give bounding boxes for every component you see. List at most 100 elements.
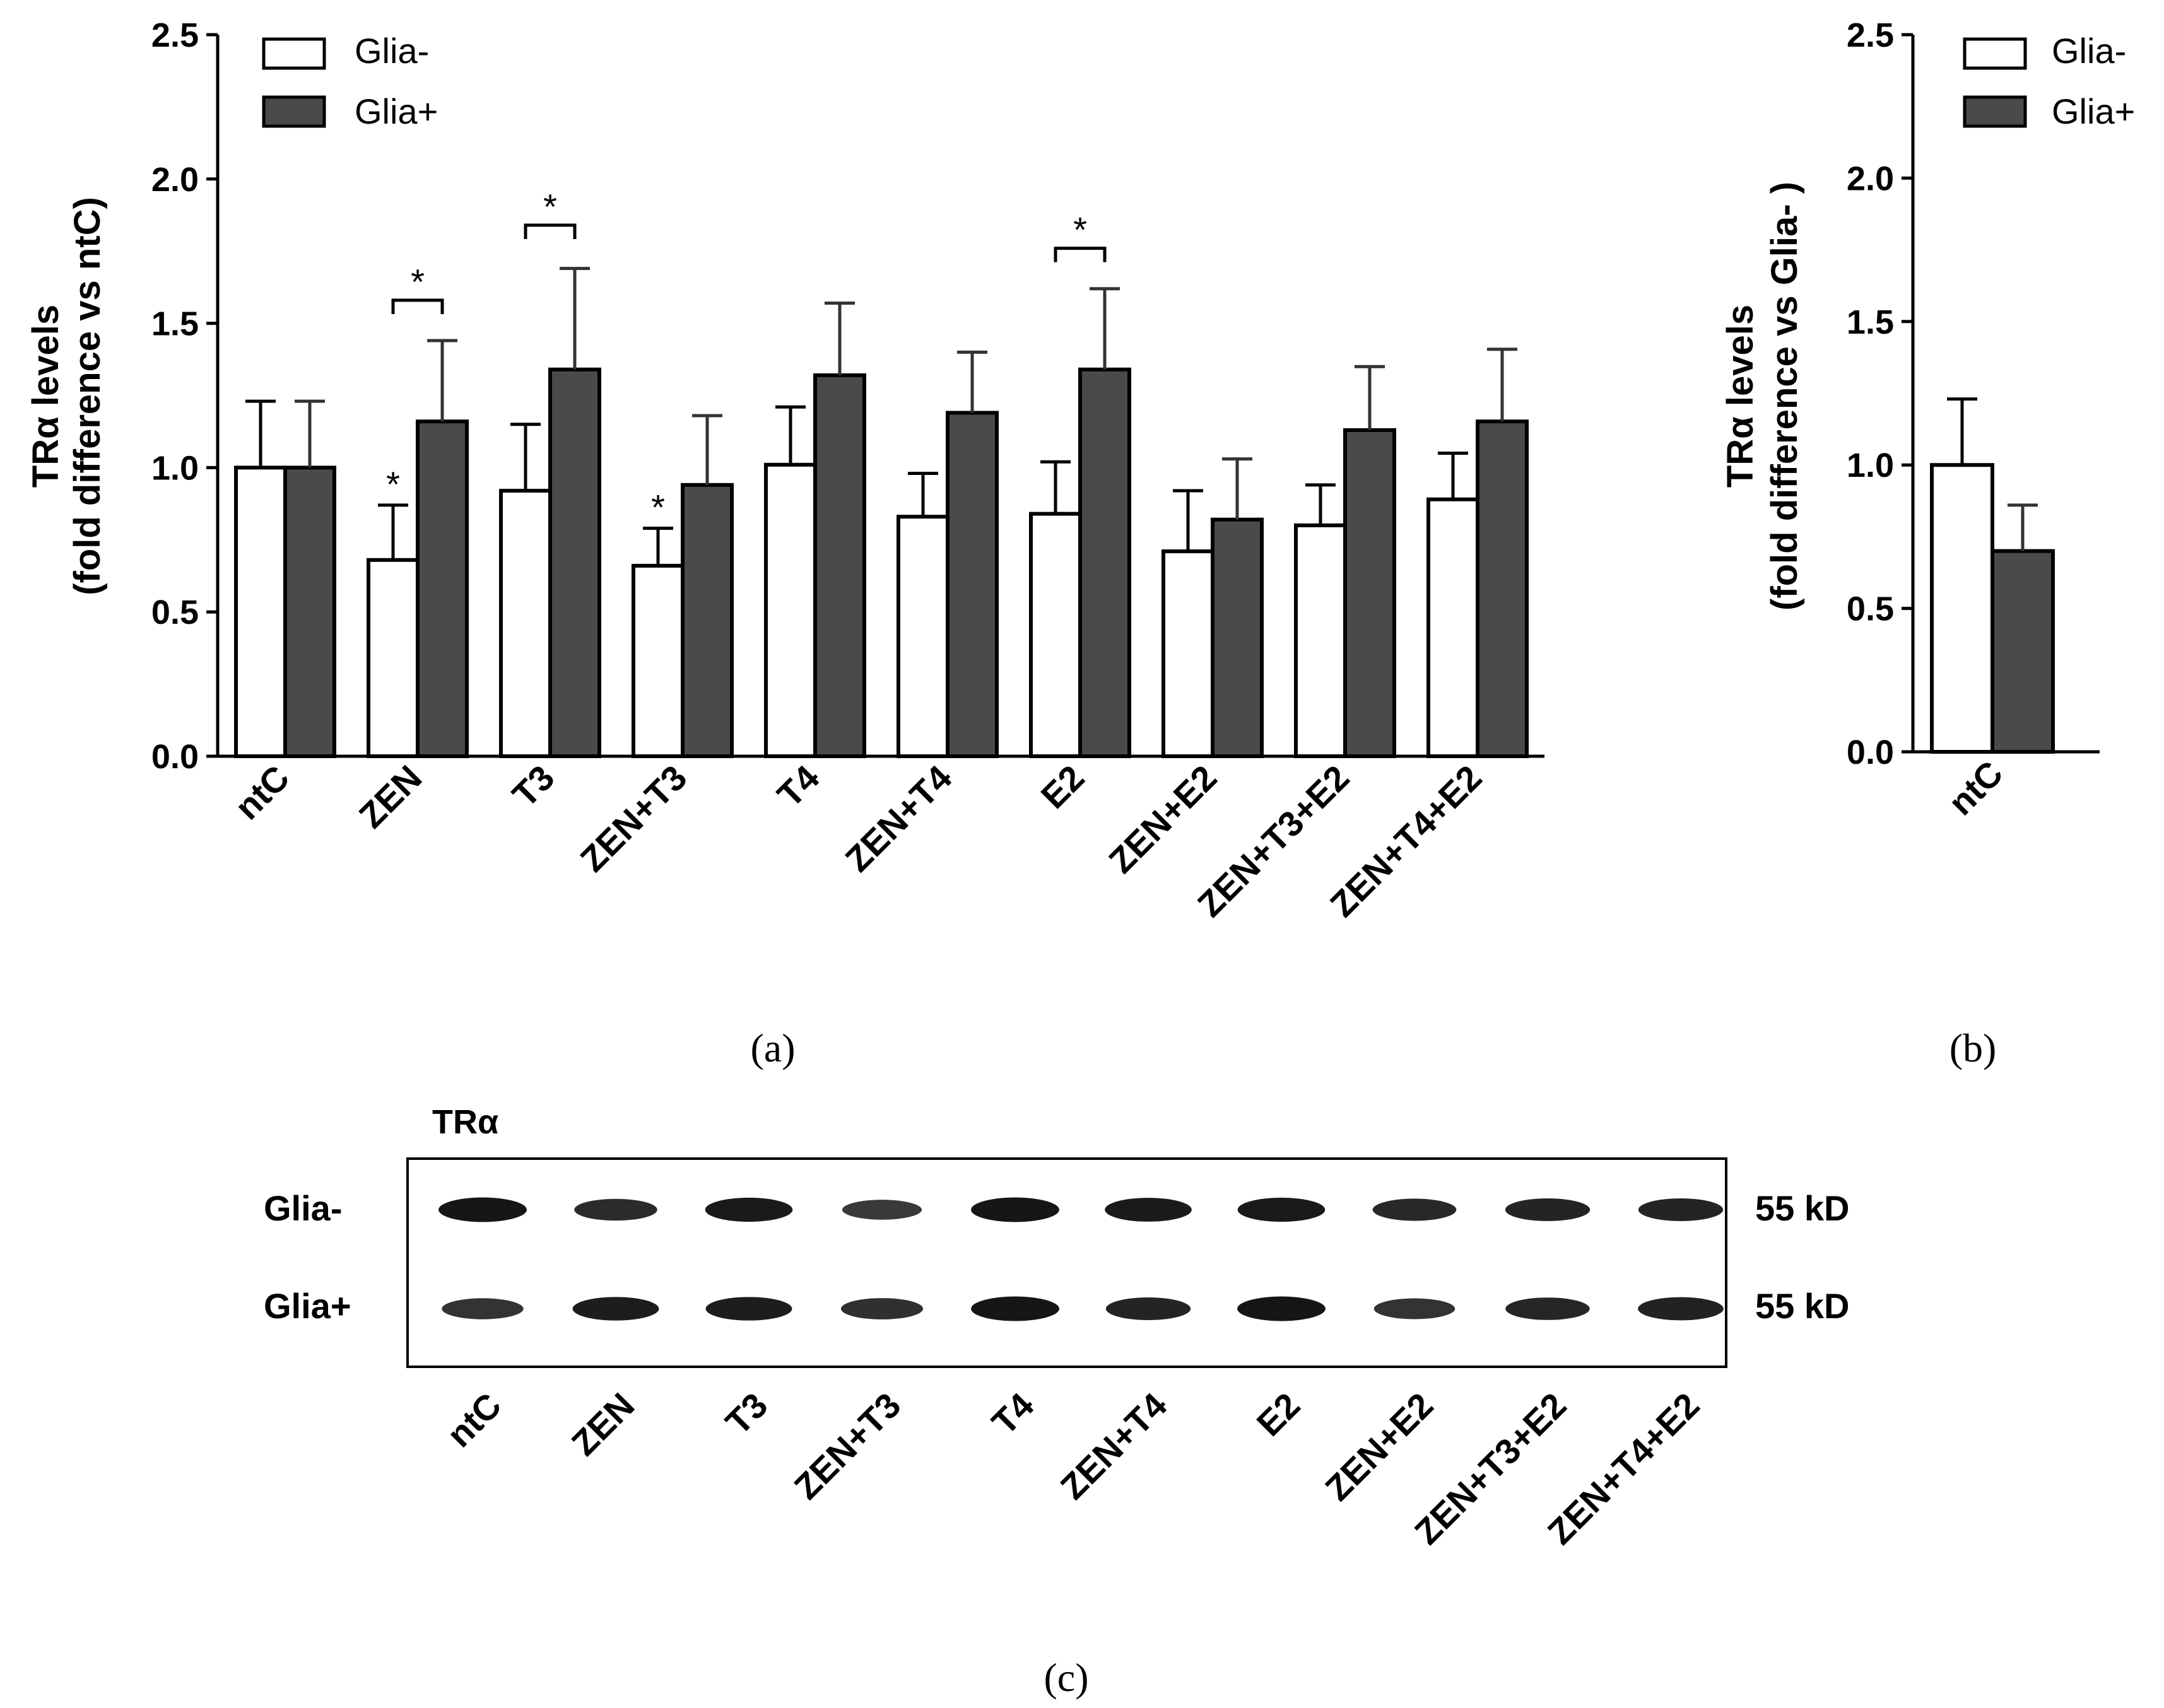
legend-label-glia-minus: Glia- bbox=[355, 31, 429, 71]
lane-label-zen-t3: ZEN+T3 bbox=[786, 1385, 908, 1507]
x-tick-label-e2: E2 bbox=[1033, 757, 1092, 816]
bar-zen-t3-glia bbox=[681, 483, 734, 759]
panel-c-western-blot: TRα Glia- Glia+ 55 kD 55 kD ntC ZEN T3 ZEN+… bbox=[264, 1103, 1849, 1700]
significance-star-zen-glia: * bbox=[386, 464, 400, 504]
bar-ntc-glia bbox=[1930, 463, 1994, 754]
significance-bracket-star-e2: * bbox=[1073, 210, 1087, 250]
bar-zen-t4-e2-glia bbox=[1426, 497, 1479, 759]
band-glia-zen-t4 bbox=[1105, 1297, 1191, 1321]
lane-label-t4: T4 bbox=[984, 1385, 1042, 1442]
panel-a-legend: Glia- Glia+ bbox=[262, 31, 438, 131]
legend-label-glia-plus: Glia+ bbox=[355, 91, 438, 131]
x-tick-label-zen: ZEN bbox=[351, 757, 430, 836]
y-tick-label-0-0: 0.0 bbox=[151, 738, 199, 776]
blot-title: TRα bbox=[432, 1103, 498, 1141]
band-glia-zen-t3 bbox=[840, 1298, 924, 1319]
panel-a-ylabel-line2: (fold difference vs ntC) bbox=[67, 197, 108, 595]
bar-zen-glia bbox=[367, 558, 420, 758]
band-glia-t4 bbox=[971, 1296, 1059, 1321]
x-tick-label-t4: T4 bbox=[770, 757, 827, 815]
band-glia-ntc bbox=[438, 1197, 527, 1222]
x-tick-label-zen-e2: ZEN+E2 bbox=[1101, 757, 1224, 880]
y-tick-label-1-0: 1.0 bbox=[151, 449, 199, 487]
band-glia-zen-t4 bbox=[1105, 1198, 1192, 1222]
lane-label-ntc: ntC bbox=[439, 1385, 509, 1455]
bar-zen-t4-glia bbox=[897, 515, 950, 759]
x-tick-label-t3: T3 bbox=[505, 757, 562, 815]
bar-zen-glia bbox=[416, 419, 469, 758]
x-tick-label-zen-t4: ZEN+T4 bbox=[837, 757, 959, 879]
blot-row-label-glia-minus: Glia- bbox=[264, 1188, 342, 1228]
band-glia-zen-e2 bbox=[1373, 1298, 1455, 1319]
band-glia-zen-t3-e2 bbox=[1505, 1297, 1590, 1320]
significance-bracket-zen bbox=[391, 298, 444, 314]
panel-b-ylabel-line1: TRα levels bbox=[1720, 305, 1761, 488]
bar-zen-t3-glia bbox=[632, 563, 685, 758]
significance-bracket-e2 bbox=[1054, 247, 1107, 262]
band-glia-t3 bbox=[705, 1297, 792, 1321]
lane-label-e2: E2 bbox=[1249, 1385, 1308, 1444]
y-tick-label-2-0: 2.0 bbox=[151, 161, 199, 199]
x-tick-label-ntc: ntC bbox=[227, 757, 297, 828]
bar-ntc-glia bbox=[283, 465, 336, 759]
legend-swatch-glia-minus bbox=[262, 37, 326, 70]
panel-a-y-ticks: 0.0 0.5 1.0 1.5 2.0 2.5 bbox=[151, 16, 218, 776]
bar-e2-glia bbox=[1078, 367, 1131, 758]
legend-swatch-glia-plus bbox=[262, 95, 326, 128]
bar-zen-e2-glia bbox=[1161, 549, 1214, 758]
panel-b-caption: (b) bbox=[1949, 1026, 1997, 1070]
lane-label-zen-e2: ZEN+E2 bbox=[1317, 1385, 1440, 1508]
band-glia-t4 bbox=[971, 1197, 1059, 1222]
blot-lane-labels: ntC ZEN T3 ZEN+T3 T4 ZEN+T4 E2 ZEN+E2ZEN+T3+E2Z… bbox=[439, 1385, 1707, 1552]
legend-b-label-glia-plus: Glia+ bbox=[2052, 91, 2135, 131]
panel-b-chart: 0.0 0.5 1.0 1.5 2.0 2.5 ntC TRα levels (fold … bbox=[1720, 16, 2135, 1070]
bar-t4-glia bbox=[764, 462, 817, 758]
panel-b-y-ticks: 0.0 0.5 1.0 1.5 2.0 2.5 bbox=[1847, 16, 1913, 771]
panel-c-caption: (c) bbox=[1044, 1655, 1088, 1700]
bar-e2-glia bbox=[1029, 512, 1082, 759]
lane-label-zen-t4: ZEN+T4 bbox=[1052, 1385, 1174, 1507]
legend-b-swatch-glia-minus bbox=[1963, 37, 2027, 70]
panel-b-ylabel-line2: (fold difference vs Glia- ) bbox=[1764, 182, 1805, 611]
panel-b-error-bars bbox=[1947, 397, 2038, 551]
band-glia-zen-t3-e2 bbox=[1505, 1198, 1591, 1222]
panel-b-legend: Glia- Glia+ bbox=[1963, 31, 2135, 131]
band-glia-zen-e2 bbox=[1372, 1198, 1457, 1221]
lane-label-zen: ZEN bbox=[564, 1385, 642, 1463]
y-tick-label-0-0: 0.0 bbox=[1847, 734, 1894, 771]
bar-zen-e2-glia bbox=[1211, 517, 1264, 758]
band-glia-e2 bbox=[1237, 1197, 1326, 1222]
blot-frame bbox=[406, 1157, 1727, 1368]
blot-size-label-2: 55 kD bbox=[1755, 1286, 1849, 1326]
band-glia-zen bbox=[572, 1297, 659, 1321]
band-glia-ntc bbox=[442, 1298, 524, 1319]
panel-a-caption: (a) bbox=[750, 1026, 795, 1070]
bar-ntc-glia bbox=[1991, 549, 2055, 754]
panel-b-x-tick-labels: ntC bbox=[1941, 753, 2011, 823]
y-tick-label-1-5: 1.5 bbox=[1847, 303, 1894, 341]
y-tick-label-0-5: 0.5 bbox=[151, 594, 199, 631]
significance-star-zen-t3-glia: * bbox=[651, 487, 665, 527]
band-glia-zen-t4-e2 bbox=[1638, 1198, 1724, 1222]
y-tick-label-1-5: 1.5 bbox=[151, 305, 199, 343]
y-tick-label-2-5: 2.5 bbox=[151, 16, 199, 54]
band-glia-zen bbox=[574, 1198, 657, 1221]
legend-b-swatch-glia-plus bbox=[1963, 95, 2027, 128]
band-glia-t3 bbox=[705, 1197, 793, 1222]
band-glia-zen-t4-e2 bbox=[1638, 1297, 1724, 1321]
significance-bracket-star-zen: * bbox=[411, 262, 425, 301]
bar-zen-t3-e2-glia bbox=[1294, 523, 1347, 758]
band-glia-e2 bbox=[1237, 1296, 1326, 1321]
band-glia-zen-t3 bbox=[842, 1200, 922, 1220]
y-tick-label-2-5: 2.5 bbox=[1847, 16, 1894, 54]
significance-bracket-star-t3: * bbox=[543, 187, 557, 226]
bar-ntc-glia bbox=[234, 465, 287, 759]
panel-a-significance: * * * * * bbox=[386, 187, 1107, 527]
bar-zen-t3-e2-glia bbox=[1343, 428, 1396, 758]
y-tick-label-1-0: 1.0 bbox=[1847, 447, 1894, 484]
y-tick-label-2-0: 2.0 bbox=[1847, 160, 1894, 197]
panel-b-bars bbox=[1930, 463, 2055, 754]
bar-t3-glia bbox=[499, 489, 552, 758]
